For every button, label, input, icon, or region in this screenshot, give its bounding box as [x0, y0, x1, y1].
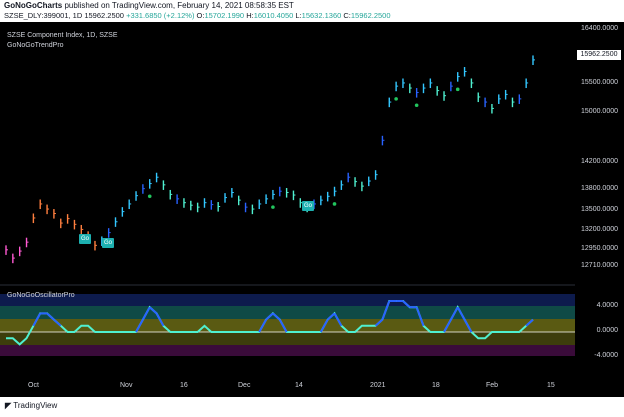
go-badge: Go	[302, 201, 314, 211]
time-tick: Nov	[120, 382, 133, 389]
oscillator-segment	[32, 312, 42, 327]
tradingview-logo[interactable]: ◤ TradingView	[5, 401, 57, 410]
footer-bar: ◤ TradingView	[0, 397, 624, 417]
time-tick: 2021	[370, 382, 386, 389]
go-dot	[414, 103, 419, 108]
price-tick: 13800.0000	[581, 185, 618, 192]
go-dot	[271, 205, 275, 209]
go-badge: Go	[102, 238, 114, 248]
indicator-legend[interactable]: GoNoGoTrendPro	[7, 42, 64, 49]
open-value: 15702.1990	[204, 11, 245, 20]
oscillator-segment	[53, 318, 62, 327]
publisher-name[interactable]: GoNoGoCharts	[4, 1, 63, 10]
oscillator-segment	[402, 300, 411, 308]
oscillator-legend[interactable]: GoNoGoOscillatorPro	[7, 292, 75, 299]
band-lower	[0, 345, 575, 356]
osc-tick: 4.0000	[596, 302, 618, 309]
oscillator-segment	[135, 319, 144, 333]
oscillator-segment	[525, 318, 534, 327]
go-dot	[332, 202, 337, 206]
oscillator-segment	[374, 318, 384, 327]
time-tick: 14	[295, 382, 303, 389]
oscillator-segment	[258, 319, 267, 333]
oscillator-segment	[456, 306, 466, 321]
change-value: +331.6850 (+2.12%)	[126, 11, 195, 20]
time-tick: 16	[180, 382, 188, 389]
publish-header: GoNoGoCharts published on TradingView.co…	[0, 0, 624, 22]
price-tick: 16400.0000	[581, 25, 618, 32]
oscillator-segment	[155, 312, 165, 327]
time-tick: 15	[547, 382, 555, 389]
time-tick: Oct	[28, 382, 39, 389]
chart-canvas[interactable]	[0, 22, 575, 377]
time-axis[interactable]: Oct Nov 16 Dec 14 2021 18 Feb 15	[0, 377, 575, 395]
high-label: H:	[246, 11, 254, 20]
osc-tick: 0.0000	[596, 327, 618, 334]
price-tick: 15000.0000	[581, 108, 618, 115]
close-value: 15962.2500	[84, 11, 124, 20]
trend-dots	[147, 87, 460, 209]
oscillator-segment	[149, 306, 158, 315]
chart-legend-title[interactable]: SZSE Component Index, 1D, SZSE	[7, 32, 118, 39]
tv-icon: ◤	[5, 401, 12, 410]
go-dot	[455, 87, 460, 92]
publish-info: GoNoGoCharts published on TradingView.co…	[4, 1, 294, 10]
high-value: 16010.4050	[253, 11, 294, 20]
oscillator-segment	[319, 319, 329, 333]
price-axis[interactable]: 16400.0000 15500.0000 15000.0000 14200.0…	[575, 22, 624, 377]
publish-text: published on TradingView.com, February 1…	[64, 1, 294, 10]
oscillator-segment	[142, 306, 151, 321]
oscillator-segment	[381, 300, 391, 320]
oscillator-segment	[46, 312, 55, 321]
price-tick: 13200.0000	[581, 226, 618, 233]
band-upper-strong	[0, 294, 575, 306]
low-value: 15632.1360	[301, 11, 342, 20]
price-tick: 15500.0000	[581, 79, 618, 86]
close-value-ohlc: 15962.2500	[350, 11, 391, 20]
go-dot	[394, 97, 398, 101]
symbol-name: SZSE_DLY:399001, 1D	[4, 11, 83, 20]
go-dot	[147, 194, 152, 199]
oscillator-segment	[272, 312, 281, 321]
oscillator-segment	[449, 306, 459, 321]
oscillator-segment	[415, 306, 425, 327]
price-tick: 13500.0000	[581, 206, 618, 213]
time-tick: Feb	[486, 382, 499, 389]
time-tick: 18	[432, 382, 440, 389]
low-label: L:	[295, 11, 302, 20]
price-tick: 12950.0000	[581, 245, 618, 252]
open-label: O:	[196, 11, 205, 20]
oscillator-segment	[278, 319, 288, 333]
band-neutral-upper	[0, 319, 575, 332]
close-label: C:	[343, 11, 351, 20]
go-badge: Go	[79, 234, 91, 244]
price-tick: 14200.0000	[581, 158, 618, 165]
time-tick: Dec	[238, 382, 251, 389]
last-price-label: 15962.2500	[577, 50, 621, 60]
oscillator-segment	[265, 312, 274, 321]
oscillator-segment	[333, 312, 343, 327]
price-tick: 12710.0000	[581, 262, 618, 269]
oscillator-segment	[443, 319, 452, 333]
osc-tick: -4.0000	[594, 352, 618, 359]
tv-brand: TradingView	[13, 401, 58, 410]
symbol-ohlc: SZSE_DLY:399001, 1D 15962.2500 +331.6850…	[4, 11, 391, 20]
oscillator-segment	[463, 319, 473, 333]
oscillator-segment	[327, 312, 336, 321]
band-upper	[0, 306, 575, 319]
band-neutral-lower	[0, 332, 575, 345]
